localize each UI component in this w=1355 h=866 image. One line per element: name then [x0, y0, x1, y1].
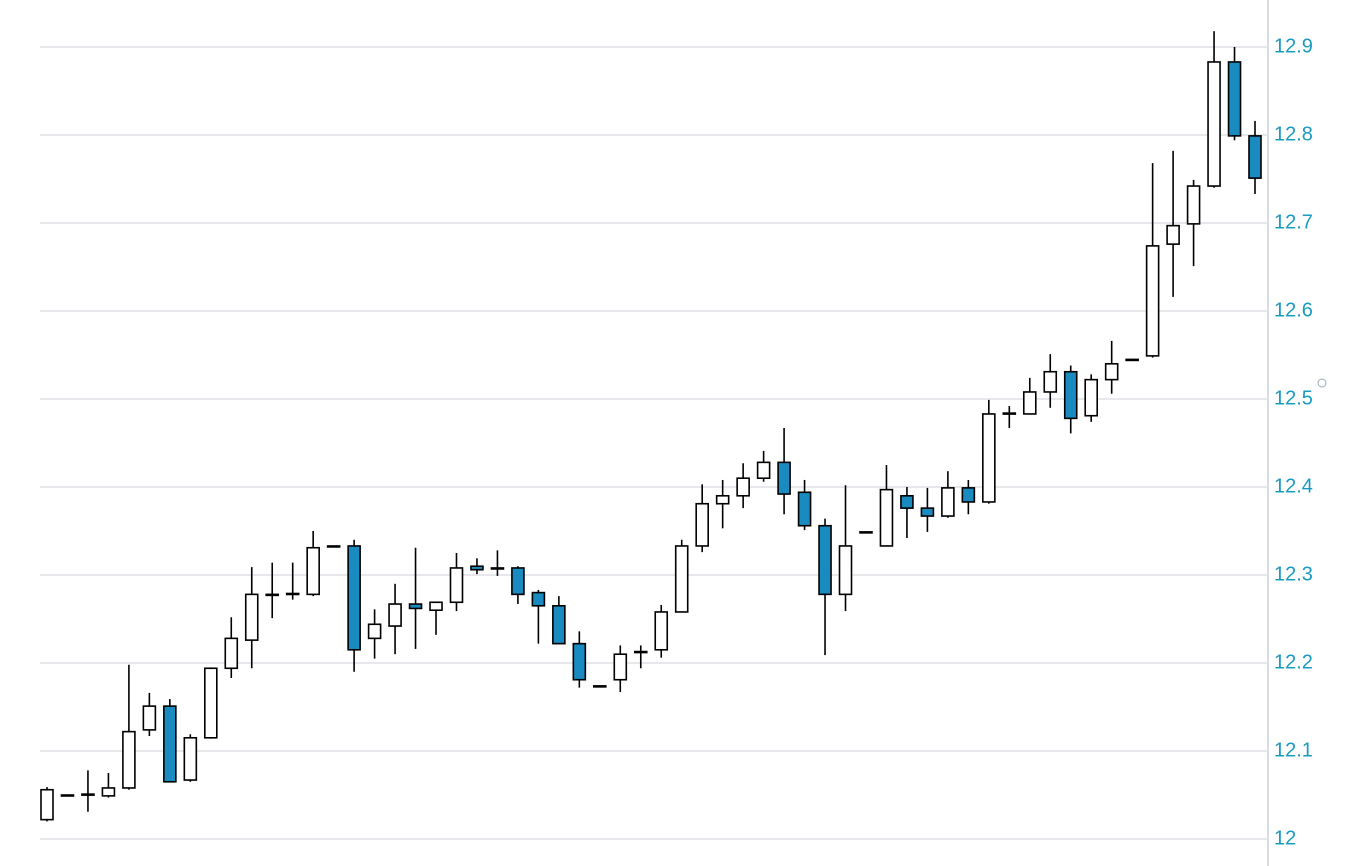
candle-body — [203, 667, 218, 739]
y-tick-label: 12.5 — [1274, 387, 1313, 409]
candle-body — [60, 794, 75, 797]
candle-body — [81, 793, 95, 796]
candle-body — [1145, 245, 1160, 357]
candle-body — [1043, 370, 1058, 393]
candle-body — [941, 487, 955, 517]
candle-body — [1002, 412, 1017, 415]
candle-body — [1063, 370, 1078, 420]
candle-body — [613, 653, 628, 681]
candle-body — [306, 546, 320, 596]
candle-body — [715, 494, 730, 505]
candle-body — [1022, 391, 1037, 415]
candle-body — [674, 545, 689, 613]
y-tick-label: 12.9 — [1274, 35, 1313, 57]
y-tick-label: 12.1 — [1274, 739, 1313, 761]
candle-body — [490, 567, 505, 570]
candle-body — [859, 531, 873, 534]
candle-body — [449, 567, 464, 604]
candle-body — [244, 593, 259, 641]
candle-body — [654, 611, 669, 651]
candle-body — [1084, 378, 1099, 417]
candle-body — [572, 642, 587, 681]
candle-body — [797, 491, 812, 527]
y-tick-label: 12.2 — [1274, 651, 1313, 673]
candle-body — [429, 601, 443, 612]
candle-body — [531, 591, 546, 607]
candle-body — [1186, 185, 1201, 225]
candle-body — [1248, 135, 1262, 179]
candle-body — [961, 487, 976, 503]
candle-body — [920, 507, 935, 517]
candle-body — [347, 545, 361, 651]
candle-body — [633, 650, 648, 654]
candle-body — [101, 787, 116, 797]
y-tick-label: 12.6 — [1274, 299, 1313, 321]
candle-body — [388, 603, 402, 627]
candle-body — [756, 461, 771, 479]
candle-body — [265, 593, 280, 597]
candle-body — [183, 736, 198, 781]
candle-body — [879, 488, 894, 547]
candle-body — [224, 637, 239, 670]
candle-body — [736, 477, 750, 497]
candle-body — [511, 567, 525, 596]
candle-body — [695, 502, 709, 547]
candle-body — [142, 705, 157, 731]
candle-body — [408, 603, 423, 610]
candle-body — [838, 545, 853, 596]
candle-body — [1207, 61, 1221, 187]
candle-body — [818, 524, 832, 596]
candle-body — [1166, 224, 1180, 245]
y-tick-label: 12.3 — [1274, 563, 1313, 585]
candle-body — [900, 494, 914, 509]
y-tick-label: 12.7 — [1274, 211, 1313, 233]
y-tick-label: 12.8 — [1274, 123, 1313, 145]
candle-body — [285, 592, 300, 596]
axis-handle — [1317, 378, 1327, 388]
candle-body — [777, 461, 791, 495]
candle-body — [1125, 358, 1139, 362]
candle-body — [367, 623, 382, 640]
candle-body — [326, 545, 341, 548]
candle-body — [1104, 362, 1119, 381]
candle-body — [470, 565, 484, 571]
candle-body — [1227, 61, 1242, 137]
candle-body — [982, 413, 996, 503]
candle-body — [122, 730, 136, 789]
y-tick-label: 12 — [1274, 827, 1296, 849]
candle-body — [593, 685, 607, 688]
candle-body — [552, 604, 566, 645]
candle-body — [163, 705, 177, 783]
y-tick-label: 12.4 — [1274, 475, 1313, 497]
candle-body — [40, 788, 54, 821]
